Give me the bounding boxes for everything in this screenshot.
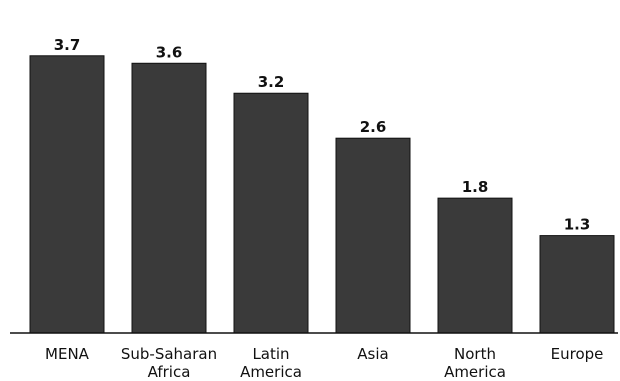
- category-label: Africa: [148, 363, 191, 381]
- category-label: America: [444, 363, 506, 381]
- category-label: North: [454, 345, 496, 363]
- category-label: Asia: [357, 345, 388, 363]
- value-label: 1.3: [564, 216, 591, 234]
- category-label: MENA: [45, 345, 90, 363]
- bar: [539, 235, 615, 334]
- value-labels-group: 3.7 3.6 3.2 2.6 1.8 1.3: [54, 36, 591, 234]
- value-label: 3.7: [54, 36, 81, 54]
- value-label: 3.6: [156, 43, 183, 61]
- bars-group: [29, 55, 615, 334]
- category-label: Latin: [252, 345, 289, 363]
- value-label: 2.6: [360, 118, 387, 136]
- value-label: 3.2: [258, 73, 285, 91]
- category-label: Europe: [551, 345, 604, 363]
- value-label: 1.8: [462, 178, 489, 196]
- bar: [131, 62, 207, 334]
- category-label: Sub-Saharan: [121, 345, 217, 363]
- bar: [29, 55, 105, 334]
- category-label: America: [240, 363, 302, 381]
- bar: [437, 197, 513, 334]
- bar: [233, 92, 309, 334]
- bar: [335, 137, 411, 334]
